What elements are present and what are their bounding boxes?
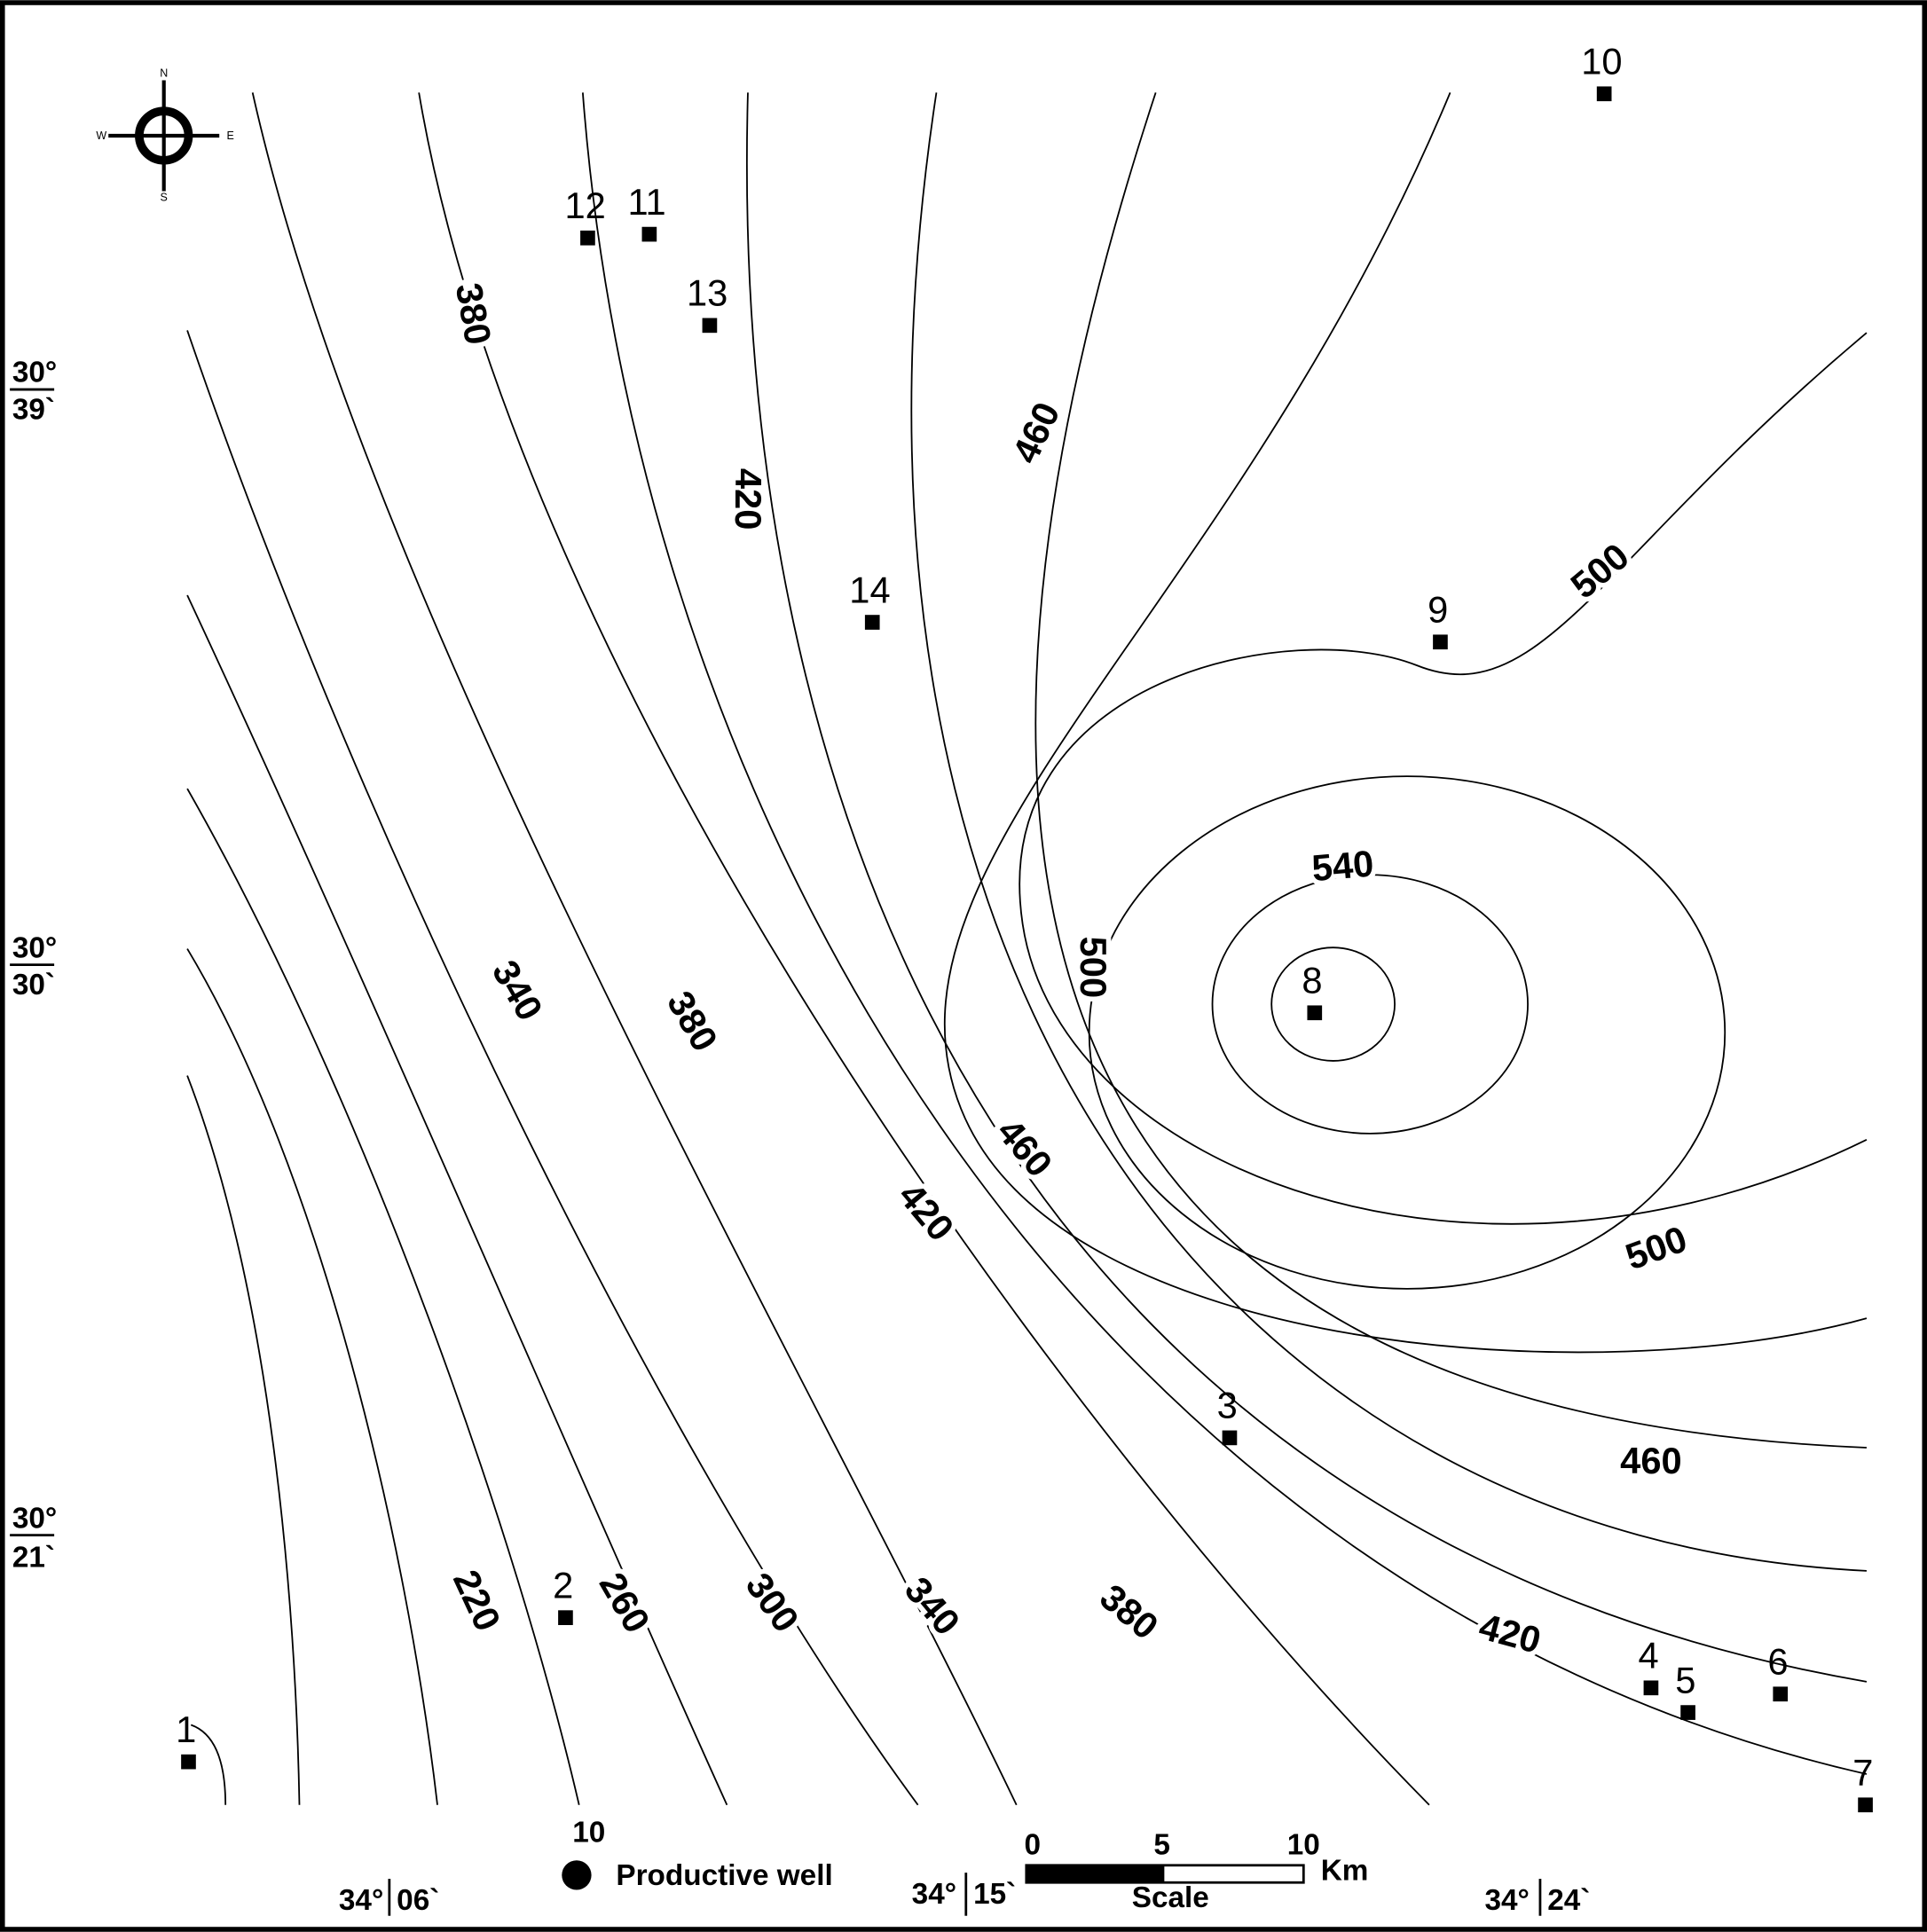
lon-min: 24`	[1547, 1884, 1590, 1917]
well-marker	[641, 226, 657, 242]
contour-line	[1034, 92, 1867, 1449]
well-marker	[1222, 1430, 1238, 1446]
scale-title: Scale	[1132, 1881, 1209, 1914]
well-label: 6	[1767, 1641, 1788, 1683]
contour-label: 540	[1310, 842, 1375, 889]
contour-line	[1019, 332, 1868, 1225]
scale-bar: 0 5 10 Km Scale	[1025, 1828, 1369, 1914]
well-marker	[1433, 634, 1448, 650]
contour-line	[746, 92, 1868, 1683]
contour-line	[186, 788, 580, 1805]
legend: 10 Productive well	[562, 1816, 833, 1892]
well-marker	[864, 615, 880, 630]
lon-deg: 34°	[1484, 1884, 1529, 1917]
well-label: 13	[687, 272, 728, 314]
well-label: 11	[627, 181, 665, 223]
well-label: 9	[1428, 589, 1448, 631]
contour-label: 500	[1073, 937, 1114, 999]
well-label: 2	[553, 1564, 573, 1606]
contour-label: 380	[448, 279, 499, 348]
well-marker	[1858, 1797, 1873, 1813]
contour-line	[186, 1075, 301, 1805]
lon-deg: 34°	[339, 1884, 383, 1917]
legend-label: Productive well	[616, 1859, 832, 1892]
contours	[186, 92, 1868, 1806]
lat-deg: 30°	[12, 1502, 57, 1535]
contour-label: 460	[1620, 1440, 1682, 1481]
well-label: 3	[1217, 1385, 1238, 1426]
lon-min: 15`	[973, 1878, 1016, 1911]
contour-line	[186, 594, 728, 1806]
contour-line	[186, 948, 438, 1805]
compass-n: N	[160, 67, 168, 79]
well-marker	[1680, 1705, 1695, 1720]
well-label: 5	[1675, 1659, 1695, 1700]
lat-min: 30`	[12, 969, 55, 1001]
contour-label: 420	[728, 468, 769, 530]
contour-line	[943, 92, 1868, 1354]
lon-deg: 34°	[912, 1878, 956, 1911]
well-label: 14	[849, 569, 890, 610]
legend-marker	[562, 1860, 592, 1890]
scale-bar-fill	[1026, 1865, 1165, 1883]
compass-s: S	[161, 192, 168, 204]
well-marker	[1307, 1005, 1323, 1021]
compass: N E S W	[96, 67, 234, 203]
well-marker	[181, 1754, 196, 1770]
well-label: 10	[1581, 41, 1622, 82]
lat-min: 21`	[12, 1542, 55, 1575]
coordinates: 30° 39` 30° 30` 30° 21` 34° 06` 34° 15` …	[10, 357, 1590, 1917]
legend-marker-label: 10	[572, 1816, 605, 1849]
well-label: 4	[1639, 1635, 1659, 1677]
contour-line	[1211, 874, 1529, 1135]
well-marker	[1596, 86, 1612, 102]
well-label: 7	[1852, 1752, 1873, 1794]
scale-tick: 0	[1025, 1828, 1042, 1861]
scale-tick: 5	[1153, 1828, 1170, 1861]
well-marker	[1643, 1680, 1659, 1696]
lat-deg: 30°	[12, 357, 57, 389]
well-label: 12	[564, 185, 605, 226]
contour-line	[190, 1724, 227, 1805]
contour-line	[581, 92, 1868, 1775]
contour-line	[1088, 775, 1726, 1290]
contour-line	[418, 92, 1430, 1806]
contour-line	[251, 92, 1018, 1806]
compass-e: E	[227, 130, 234, 142]
well-marker	[580, 230, 595, 246]
scale-unit: Km	[1321, 1854, 1369, 1887]
well-label: 8	[1302, 960, 1322, 1001]
well-label: 1	[176, 1708, 196, 1750]
scale-tick: 10	[1287, 1828, 1320, 1861]
well-marker	[1773, 1686, 1789, 1702]
compass-w: W	[96, 130, 106, 142]
lon-min: 06`	[397, 1884, 439, 1917]
contour-line	[1270, 946, 1396, 1062]
well-marker	[558, 1610, 573, 1625]
contour-line	[910, 92, 1867, 1572]
well-marker	[702, 318, 718, 334]
lat-deg: 30°	[12, 931, 57, 964]
lat-min: 39`	[12, 393, 55, 426]
contour-line	[186, 330, 919, 1806]
